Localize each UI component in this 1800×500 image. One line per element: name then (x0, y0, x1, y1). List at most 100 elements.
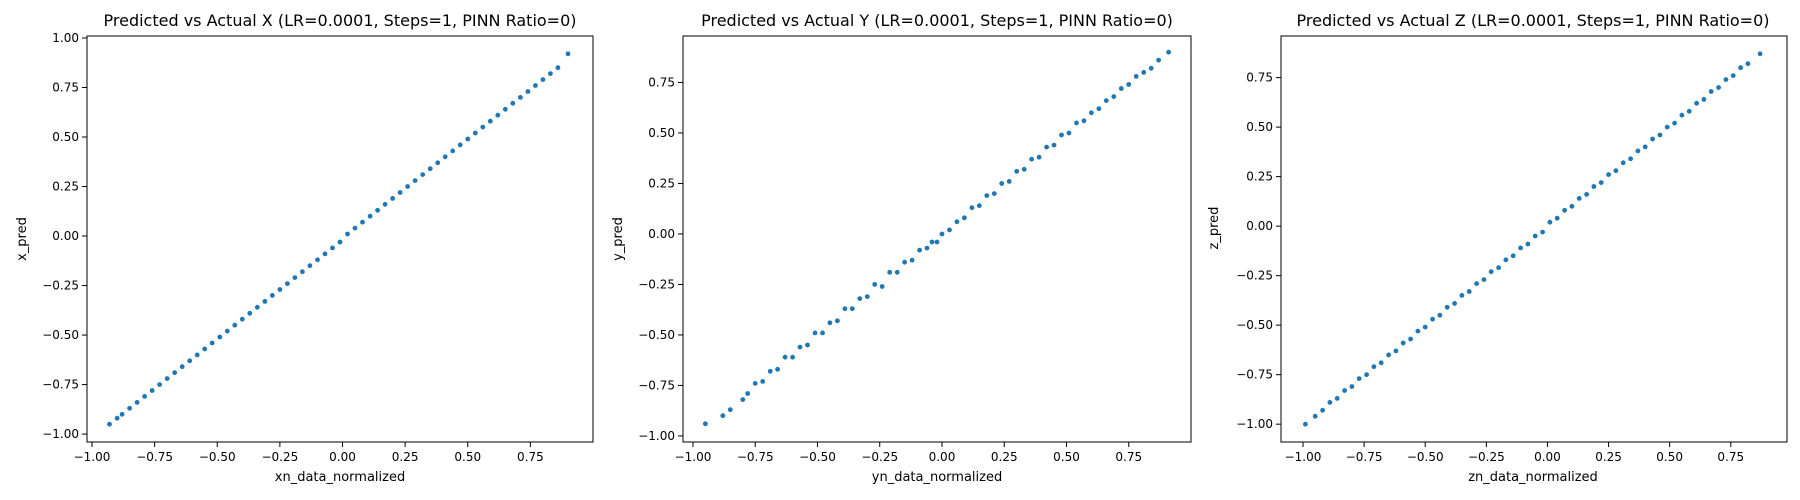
scatter-point-z (1701, 97, 1707, 102)
scatter-point-y (1036, 154, 1042, 160)
scatter-point-y (740, 397, 746, 402)
scatter-point-z (1320, 407, 1325, 413)
scatter-point-z (1664, 124, 1670, 130)
scatter-point-z (1738, 65, 1743, 71)
scatter-point-y (720, 413, 726, 419)
y-tick-label-y: 0.25 (648, 176, 675, 190)
scatter-point-y (1166, 49, 1171, 55)
scatter-point-x (412, 178, 418, 184)
scatter-point-x (157, 382, 163, 387)
scatter-point-y (1074, 120, 1079, 126)
scatter-point-z (1481, 277, 1487, 282)
scatter-point-x (420, 172, 426, 178)
y-tick-label-z: 0.00 (1246, 219, 1273, 233)
scatter-point-x (465, 136, 471, 142)
scatter-point-y (917, 247, 922, 253)
x-tick-label-y: 0.25 (991, 450, 1018, 464)
scatter-point-z (1584, 192, 1589, 197)
y-tick-label-z: −0.50 (1236, 318, 1273, 332)
x-tick-label-z: 0.50 (1656, 450, 1683, 464)
scatter-point-x (209, 340, 215, 346)
scatter-point-y (812, 330, 818, 336)
scatter-point-z (1569, 203, 1575, 209)
scatter-point-y (827, 320, 833, 326)
scatter-point-y (939, 231, 945, 237)
scatter-point-z (1620, 160, 1626, 166)
y-tick-label-x: −1.00 (42, 427, 79, 441)
scatter-point-y (984, 193, 990, 199)
scatter-point-y (775, 366, 780, 372)
scatter-point-y (790, 354, 795, 360)
chart-title-z: Predicted vs Actual Z (LR=0.0001, Steps=… (1297, 11, 1770, 30)
scatter-point-z (1488, 269, 1494, 275)
y-tick-label-x: −0.25 (42, 279, 79, 293)
scatter-point-y (857, 296, 863, 301)
scatter-point-y (1044, 144, 1049, 150)
scatter-point-y (924, 245, 930, 251)
scatter-point-y (947, 227, 952, 233)
x-tick-label-x: −0.25 (261, 450, 298, 464)
scatter-point-x (548, 71, 553, 76)
scatter-point-z (1503, 257, 1509, 263)
scatter-point-x (480, 124, 486, 130)
scatter-point-y (1111, 94, 1117, 99)
x-tick-label-z: 0.25 (1595, 450, 1622, 464)
scatter-point-x (119, 411, 125, 417)
scatter-point-x (337, 239, 343, 245)
x-tick-label-y: −0.25 (861, 450, 898, 464)
scatter-point-z (1303, 421, 1308, 427)
scatter-point-z (1459, 293, 1465, 298)
scatter-point-x (134, 400, 140, 405)
y-axis-ticks-y: −1.00 −0.75 −0.50 −0.25 0.00 0.25 0.50 0.75 (638, 75, 683, 443)
scatter-point-z (1628, 156, 1633, 162)
scatter-point-z (1745, 61, 1751, 67)
scatter-point-z (1430, 316, 1435, 322)
y-tick-label-x: 0.00 (52, 229, 79, 243)
scatter-point-y (1126, 82, 1132, 87)
scatter-point-x (254, 304, 260, 310)
scatter-point-x (172, 370, 178, 376)
scatter-point-x (107, 421, 112, 427)
scatter-point-y (894, 269, 900, 275)
panel-x: Predicted vs Actual X (LR=0.0001, Steps=… (15, 11, 594, 485)
chart-title-y: Predicted vs Actual Y (LR=0.0001, Steps=… (701, 11, 1173, 30)
scatter-point-x (510, 100, 516, 106)
scatter-point-z (1576, 196, 1582, 201)
scatter-point-x (367, 213, 373, 219)
scatter-point-x (164, 376, 170, 381)
scatter-point-y (1029, 156, 1034, 162)
scatter-point-x (224, 328, 230, 334)
scatter-point-z (1393, 348, 1399, 354)
scatter-point-y (805, 342, 810, 348)
scatter-point-x (360, 219, 365, 225)
scatter-point-z (1496, 265, 1501, 271)
scatter-point-x (390, 196, 395, 201)
scatter-point-y (864, 294, 870, 299)
scatter-point-y (1103, 98, 1109, 103)
x-tick-label-x: −1.00 (74, 450, 111, 464)
scatter-point-x (127, 405, 132, 411)
scatter-point-z (1672, 120, 1677, 126)
scatter-point-x (450, 148, 456, 154)
y-tick-label-y: −1.00 (638, 429, 675, 443)
scatter-point-z (1378, 360, 1384, 366)
y-tick-label-x: 0.50 (52, 130, 79, 144)
scatter-point-x (525, 89, 531, 94)
scatter-point-z (1554, 215, 1560, 221)
scatter-point-y (1014, 168, 1020, 174)
scatter-point-z (1723, 77, 1729, 82)
scatter-point-y (782, 354, 788, 360)
x-tick-label-x: 0.75 (517, 450, 544, 464)
scatter-point-z (1606, 172, 1611, 178)
y-tick-label-z: −0.75 (1236, 368, 1273, 382)
x-tick-label-y: −0.50 (799, 450, 836, 464)
scatter-point-y (727, 407, 733, 413)
scatter-point-z (1650, 136, 1655, 142)
scatter-point-y (752, 381, 758, 386)
scatter-point-z (1679, 112, 1685, 118)
scatter-point-z (1540, 229, 1545, 235)
scatter-point-y (1081, 118, 1087, 124)
plot-frame-x (86, 35, 594, 443)
panel-z: Predicted vs Actual Z (LR=0.0001, Steps=… (1207, 11, 1788, 485)
